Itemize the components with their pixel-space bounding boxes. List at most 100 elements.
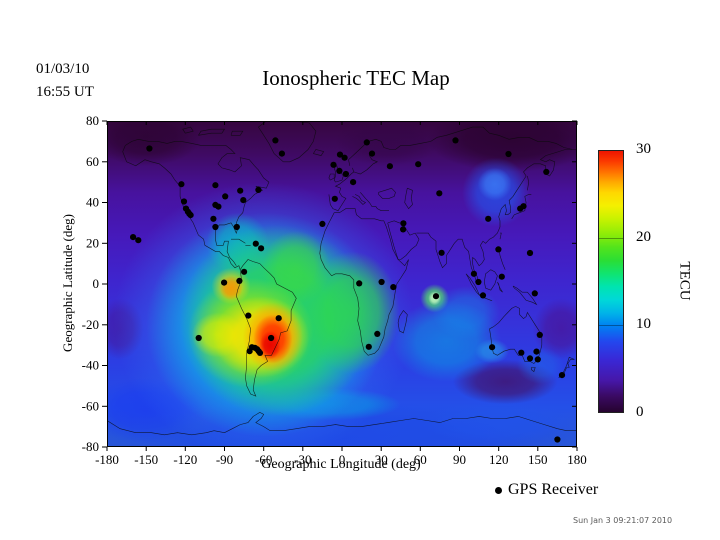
coastline — [484, 269, 498, 291]
y-tick-label: 60 — [86, 154, 99, 169]
x-tick-label: 0 — [339, 452, 346, 467]
gps-receiver-dot — [365, 343, 372, 350]
coastline — [328, 167, 355, 212]
colorbar — [598, 150, 624, 413]
coastline — [353, 151, 379, 175]
gps-receiver-dot — [319, 220, 326, 227]
gps-receiver-dot — [215, 203, 222, 210]
coastline — [360, 192, 389, 211]
gps-receiver-dot — [212, 223, 219, 231]
gps-receiver-dot — [195, 334, 202, 342]
tec-blob — [259, 330, 281, 360]
gps-receiver-dot — [558, 372, 566, 379]
gps-receiver-dot — [272, 137, 279, 144]
gps-receiver-dot — [452, 137, 459, 144]
tec-heatmap-plot: -180 -150 -120 -90 -60 -30 0 30 60 90 120 150 180 80 6… — [82, 113, 587, 467]
gps-receiver-dot — [386, 163, 393, 170]
gps-receiver-dot — [485, 215, 492, 222]
coastline — [397, 310, 408, 334]
tec-blob — [426, 121, 577, 172]
tec-blob — [477, 167, 512, 201]
gps-receiver-dot — [400, 220, 407, 227]
coastline — [404, 187, 413, 210]
coastline — [352, 194, 367, 205]
gps-receiver-dot — [390, 284, 397, 291]
gps-receiver-dot — [275, 315, 282, 322]
y-tick-label: 80 — [86, 113, 99, 128]
coastline — [182, 126, 194, 134]
coastline — [235, 259, 297, 397]
tec-blob — [335, 121, 440, 166]
gps-receiver-dot — [526, 249, 534, 257]
coastline — [489, 306, 543, 364]
colorbar-tick-label: 10 — [636, 316, 651, 333]
gps-receiver-dot — [336, 167, 343, 174]
gps-receiver-dot — [135, 237, 142, 244]
observation-datetime: 01/03/10 16:55 UT — [36, 58, 94, 104]
gps-receiver-dot — [436, 190, 443, 197]
gps-receiver-dot — [330, 161, 337, 168]
y-tick-label: -60 — [82, 398, 99, 413]
observation-time: 16:55 UT — [36, 84, 94, 100]
gps-receiver-legend: GPS Receiver — [495, 481, 598, 499]
gps-receiver-dot — [178, 181, 185, 188]
colorbar-tick-label: 30 — [636, 141, 651, 157]
x-tick-label: -60 — [255, 452, 272, 467]
coastline — [231, 238, 246, 244]
creation-timestamp: Sun Jan 3 09:21:07 2010 — [573, 516, 673, 525]
gps-receiver-dot — [233, 223, 240, 231]
tec-blob — [475, 339, 510, 364]
gps-receiver-dot — [363, 139, 370, 146]
gps-receiver-dot — [240, 197, 247, 204]
gps-receiver-dot — [489, 344, 496, 351]
coastline — [333, 165, 344, 183]
tec-blob — [420, 402, 577, 443]
tec-blob — [107, 121, 201, 166]
gps-receiver-dot — [222, 193, 229, 200]
coastlines — [107, 121, 577, 436]
gps-receiver-dot — [236, 277, 243, 284]
coastline — [348, 126, 577, 166]
colorbar-tick-label: 0 — [636, 404, 644, 420]
gps-receivers — [130, 137, 566, 443]
observation-date: 01/03/10 — [36, 61, 90, 77]
x-tick-label: 30 — [375, 452, 388, 467]
gps-receiver-dot — [536, 331, 543, 338]
gps-receiver-dot — [531, 290, 538, 297]
gps-receiver-dot — [130, 234, 137, 241]
gps-receiver-dot — [470, 270, 477, 277]
coastline — [512, 285, 538, 306]
y-tick-label: -80 — [82, 439, 99, 454]
gps-receiver-dot — [241, 268, 248, 275]
x-axis-label: Geographic Longitude (deg) — [261, 457, 421, 472]
gps-receiver-dot — [341, 154, 348, 161]
colorbar-tick-line — [599, 325, 623, 327]
gps-receiver-dot — [252, 240, 259, 247]
y-tick-label: -40 — [82, 358, 99, 373]
coastline — [531, 367, 536, 373]
x-tick-label: 120 — [489, 452, 509, 467]
y-tick-label: 20 — [86, 235, 99, 250]
tec-blob — [432, 286, 500, 340]
coastline — [378, 187, 396, 199]
x-tick-label: -120 — [173, 452, 197, 467]
gps-receiver-legend-label: GPS Receiver — [508, 481, 599, 498]
gps-receiver-dot — [212, 182, 219, 189]
coastline — [107, 412, 577, 436]
gps-receiver-dot — [534, 356, 541, 363]
coastline — [230, 130, 244, 136]
gps-receiver-dot — [331, 195, 338, 202]
gps-receiver-dot — [221, 279, 228, 286]
gps-receiver-dot — [495, 246, 502, 253]
gps-receiver-dot — [237, 187, 244, 194]
gps-receiver-dot — [498, 273, 505, 280]
page-title: Ionospheric TEC Map — [262, 66, 450, 90]
gps-receiver-dot — [278, 150, 285, 157]
x-tick-label: 150 — [528, 452, 548, 467]
gps-receiver-dot — [479, 292, 487, 299]
x-tick-label: 180 — [567, 452, 587, 467]
colorbar-tick-line — [599, 237, 623, 239]
gps-receiver-dot — [210, 215, 217, 222]
gps-receiver-dot — [400, 226, 407, 233]
coastline — [527, 175, 530, 191]
